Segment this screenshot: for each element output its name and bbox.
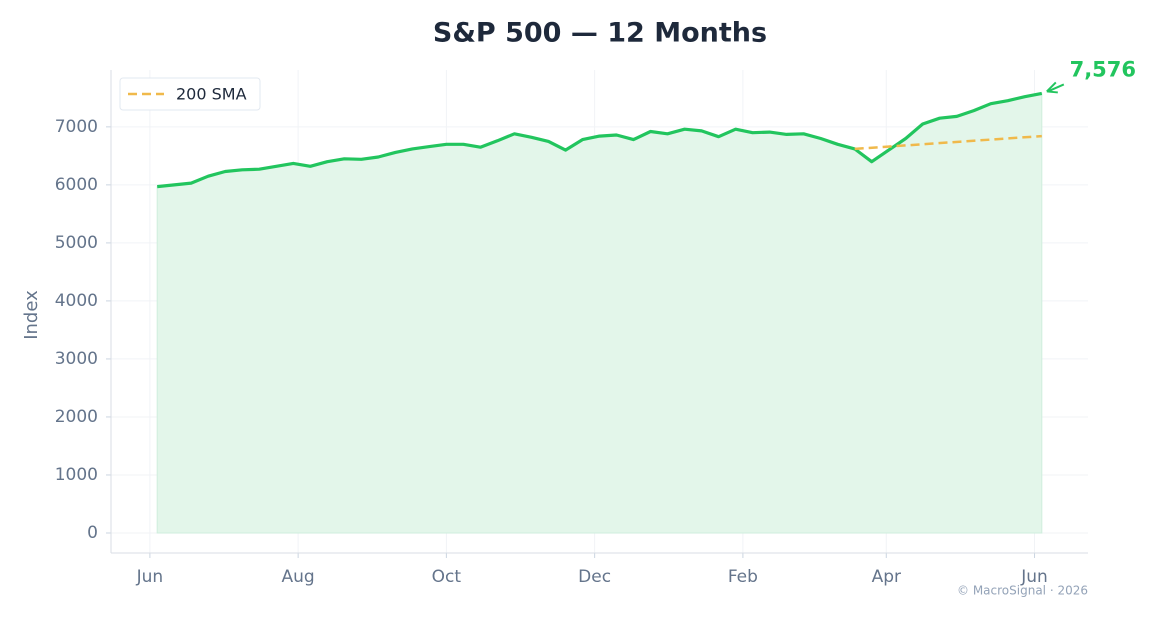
y-tick-label: 0 — [87, 523, 98, 543]
x-tick-label: Dec — [578, 567, 611, 587]
chart-title: S&P 500 — 12 Months — [433, 18, 767, 49]
line — [854, 134, 1042, 151]
footer: © MacroSignal · 2026 — [957, 584, 1088, 598]
x-tick-label: Jun — [136, 567, 164, 587]
legend-box — [119, 77, 261, 111]
y-tick-label: 7000 — [55, 117, 98, 137]
y-axis-label: Index — [21, 290, 42, 340]
x-tick-label: Feb — [728, 567, 758, 587]
annotation-arrow — [1047, 83, 1065, 93]
x-tick-label: Oct — [432, 567, 462, 587]
area — [156, 92, 1043, 534]
y-tick-label: 6000 — [55, 175, 98, 195]
y-tick-label: 4000 — [55, 291, 98, 311]
y-tick-label: 3000 — [55, 349, 98, 369]
x-tick-label: Aug — [282, 567, 315, 587]
y-tick-label: 2000 — [55, 407, 98, 427]
x-tick-label: Apr — [872, 567, 901, 587]
annotation-arrowhead — [1046, 81, 1058, 94]
annotation-label: 7,576 — [1070, 57, 1136, 81]
legend-label: 200 SMA — [176, 85, 247, 104]
y-tick-label: 5000 — [55, 233, 98, 253]
x-tick-label: Jun — [1020, 567, 1048, 587]
y-tick-label: 1000 — [55, 465, 98, 485]
line — [157, 91, 1043, 189]
